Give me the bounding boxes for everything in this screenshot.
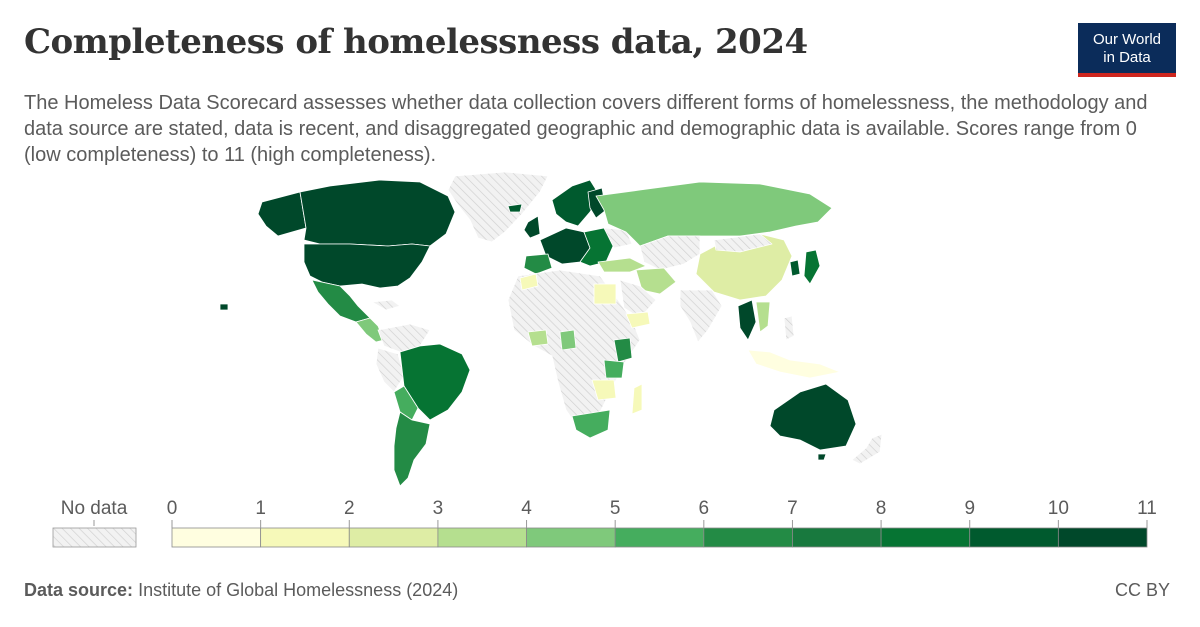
legend-bin-8[interactable] — [880, 527, 971, 548]
legend-bins — [171, 527, 1148, 548]
legend-tick-label: 4 — [521, 498, 532, 519]
nigeria[interactable] — [559, 329, 577, 351]
legend-bin-1[interactable] — [260, 527, 350, 548]
logo-line-1: Our World — [1092, 31, 1162, 48]
legend-tick-label: 1 — [255, 498, 266, 519]
ethiopia[interactable] — [625, 311, 651, 329]
bolivia-paraguay[interactable] — [393, 385, 419, 421]
indonesia[interactable] — [747, 349, 841, 379]
philippines[interactable] — [783, 315, 795, 341]
tanzania[interactable] — [603, 359, 625, 379]
chart-subtitle: The Homeless Data Scorecard assesses whe… — [24, 92, 1148, 166]
legend-tick-label: 6 — [699, 498, 710, 519]
turkey[interactable] — [597, 257, 647, 273]
new-zealand[interactable] — [851, 433, 883, 465]
united-kingdom[interactable] — [523, 215, 541, 239]
madagascar[interactable] — [631, 383, 643, 415]
japan[interactable] — [803, 249, 821, 285]
australia[interactable] — [769, 383, 857, 451]
central-asia[interactable] — [639, 235, 701, 271]
legend-bin-4[interactable] — [526, 527, 616, 548]
thailand[interactable] — [737, 299, 757, 341]
russia[interactable] — [595, 181, 833, 247]
egypt[interactable] — [593, 283, 617, 305]
legend-no-data-label: No data — [61, 498, 128, 519]
world-map — [219, 171, 883, 487]
legend-bin-5[interactable] — [614, 527, 705, 548]
legend-tick-label: 11 — [1137, 498, 1157, 519]
legend-bin-10[interactable] — [1057, 527, 1148, 548]
legend-tick-label: 9 — [964, 498, 975, 519]
united-states[interactable] — [303, 243, 431, 289]
legend-bin-9[interactable] — [969, 527, 1059, 548]
iceland[interactable] — [507, 203, 523, 213]
ghana-ivory-coast[interactable] — [527, 329, 549, 347]
owid-logo[interactable]: Our World in Data — [1078, 23, 1176, 77]
south-africa[interactable] — [571, 409, 611, 439]
legend-bin-0[interactable] — [171, 527, 262, 548]
legend-tick-label: 8 — [876, 498, 887, 519]
mongolia[interactable] — [713, 233, 773, 253]
india[interactable] — [679, 289, 723, 343]
caribbean[interactable] — [371, 299, 401, 311]
vietnam[interactable] — [755, 301, 771, 333]
ukraine[interactable] — [603, 227, 633, 249]
legend-bin-6[interactable] — [703, 527, 793, 548]
south-korea[interactable] — [789, 259, 801, 277]
license[interactable]: CC BY — [1114, 580, 1170, 600]
morocco[interactable] — [519, 273, 539, 291]
source-text[interactable]: Institute of Global Homelessness (2024) — [138, 580, 459, 600]
spain-portugal[interactable] — [523, 253, 553, 275]
logo-accent-bar — [1078, 73, 1176, 77]
legend-tick-label: 5 — [610, 498, 621, 519]
greenland[interactable] — [447, 171, 549, 243]
legend-no-data-swatch — [52, 527, 137, 548]
scandinavia[interactable] — [551, 179, 601, 227]
logo-line-2: in Data — [1103, 49, 1151, 66]
source-label: Data source: — [24, 580, 134, 600]
legend-tick-label: 0 — [167, 498, 178, 519]
chart-title: Completeness of homelessness data, 2024 — [24, 22, 808, 62]
legend-bin-2[interactable] — [348, 527, 439, 548]
legend-tick-label: 7 — [787, 498, 798, 519]
legend-tick-label: 2 — [344, 498, 355, 519]
tasmania[interactable] — [817, 453, 827, 461]
zambia-zimbabwe[interactable] — [591, 379, 617, 401]
argentina[interactable] — [393, 411, 431, 487]
footer-source: Data source: Institute of Global Homeles… — [24, 580, 458, 601]
legend-tick-label: 3 — [433, 498, 444, 519]
hawaii[interactable] — [219, 303, 229, 311]
legend-tick-label: 10 — [1048, 498, 1069, 519]
arabia[interactable] — [619, 279, 657, 319]
legend-bin-3[interactable] — [437, 527, 527, 548]
legend-bin-7[interactable] — [792, 527, 882, 548]
legend-ticks: 0 1 2 3 4 5 6 7 8 9 10 11 — [167, 498, 1157, 528]
kenya[interactable] — [613, 337, 633, 363]
